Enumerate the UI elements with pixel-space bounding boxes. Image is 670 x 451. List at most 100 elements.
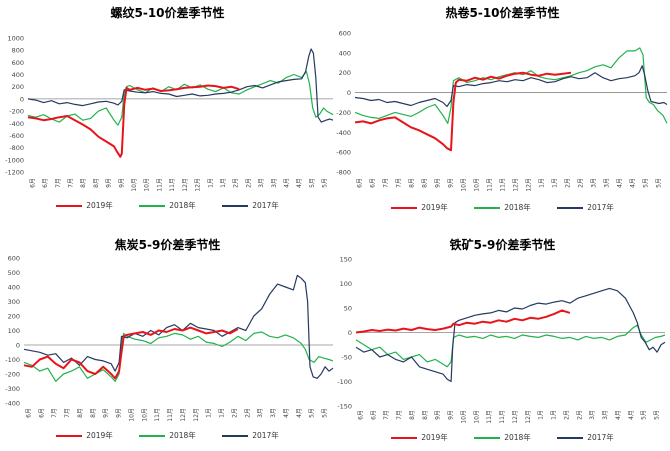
x-tick-label: 11月 — [499, 410, 506, 424]
legend-item-2018: 2018年 — [474, 202, 531, 213]
chart-coke: 600 500 400 300 200 100 0 -100 -200 -300 -400 6月 6月 7… — [5, 255, 334, 422]
y-tick-label: 0 — [348, 329, 352, 337]
y-tick-label: 1000 — [7, 35, 24, 43]
x-tick-label: 12月 — [513, 178, 520, 192]
chart-panel-rebar: 螺纹5-10价差季节性 1000 800 600 400 200 0 -200 -400 -60… — [0, 0, 335, 225]
x-tick-label: 9月 — [106, 178, 113, 188]
y-tick-label: 400 — [12, 71, 24, 79]
x-tick-label: 8月 — [90, 408, 97, 418]
x-tick-label: 4月 — [617, 178, 624, 188]
x-tick-label: 6月 — [370, 178, 377, 188]
y-tick-label: -100 — [337, 378, 352, 386]
x-tick-label: 10月 — [461, 178, 468, 192]
chart-title: 铁矿5-9价差季节性 — [449, 238, 556, 252]
x-tick-label: 12月 — [526, 178, 533, 192]
y-tick-label: -150 — [337, 403, 352, 411]
x-tick-label: 7月 — [55, 178, 62, 188]
series-line-2018年 — [23, 331, 334, 382]
legend-item-2019: 2019年 — [391, 202, 448, 213]
x-tick-label: 9月 — [103, 408, 110, 418]
x-tick-label: 3月 — [258, 178, 265, 188]
legend-item-2018: 2018年 — [474, 432, 531, 443]
x-tick-label: 7月 — [51, 408, 58, 418]
x-tick-label: 7月 — [383, 178, 390, 188]
y-tick-label: 0 — [16, 342, 20, 350]
x-tick-label: 12月 — [512, 410, 519, 424]
x-tick-label: 3月 — [591, 178, 598, 188]
x-tick-label: 11月 — [154, 408, 161, 422]
x-tick-label: 10月 — [141, 408, 148, 422]
x-tick-label: 12月 — [180, 408, 187, 422]
chart-title: 焦炭5-9价差季节性 — [114, 238, 221, 252]
x-tick-label: 1月 — [219, 408, 226, 418]
x-tick-label: 5月 — [656, 178, 663, 188]
x-tick-label: 6月 — [25, 408, 32, 418]
chart-title: 热卷5-10价差季节性 — [445, 6, 560, 20]
series-line-2017年 — [355, 287, 666, 383]
x-tick-label: 7月 — [383, 410, 390, 420]
x-tick-label: 3月 — [270, 408, 277, 418]
legend-label: 2017年 — [587, 203, 614, 212]
x-tick-label: 12月 — [182, 178, 189, 192]
x-tick-label: 9月 — [116, 408, 123, 418]
x-tick-label: 10月 — [474, 178, 481, 192]
y-tick-label: -400 — [9, 120, 24, 128]
y-tick-label: -1200 — [5, 169, 24, 177]
x-tick-label: 5月 — [643, 178, 650, 188]
y-tick-label: -400 — [5, 400, 20, 408]
y-tick-label: 800 — [12, 47, 24, 55]
y-tick-label: 200 — [12, 83, 24, 91]
chart-iron-ore: 150 100 50 0 -50 -100 -150 6月 6月 7月 7月 8月 8月 9月 9月 10月 1… — [337, 256, 666, 424]
x-tick-label: 7月 — [396, 410, 403, 420]
x-tick-label: 8月 — [77, 408, 84, 418]
x-tick-label: 5月 — [641, 410, 648, 420]
y-tick-label: -200 — [336, 109, 351, 117]
legend-item-2017: 2017年 — [222, 200, 279, 211]
x-tick-label: 11月 — [167, 408, 174, 422]
x-tick-label: 8月 — [422, 410, 429, 420]
chart-rebar: 1000 800 600 400 200 0 -200 -400 -600 -800 -1000 -1… — [5, 35, 334, 192]
x-tick-label: 11月 — [156, 178, 163, 192]
y-tick-label: 600 — [8, 255, 20, 263]
y-tick-label: 400 — [339, 49, 351, 57]
series-line-2017年 — [27, 48, 334, 123]
chart-legend: 2019年 2018年 2017年 — [0, 430, 335, 441]
x-tick-label: 12月 — [195, 178, 202, 192]
legend-label: 2019年 — [86, 201, 113, 210]
y-tick-label: 200 — [8, 313, 20, 321]
x-tick-label: 6月 — [357, 178, 364, 188]
x-tick-label: 5月 — [322, 408, 329, 418]
y-tick-label: 600 — [12, 59, 24, 67]
x-tick-label: 11月 — [169, 178, 176, 192]
y-tick-label: -200 — [9, 108, 24, 116]
x-tick-label: 1月 — [207, 178, 214, 188]
y-tick-label: -800 — [9, 144, 24, 152]
legend-item-2017: 2017年 — [557, 202, 614, 213]
legend-label: 2019年 — [421, 203, 448, 212]
x-tick-label: 1月 — [539, 178, 546, 188]
legend-item-2019: 2019年 — [391, 432, 448, 443]
legend-label: 2018年 — [169, 431, 196, 440]
legend-label: 2018年 — [504, 203, 531, 212]
y-tick-label: 300 — [8, 298, 20, 306]
chart-hrc: 600 400 200 0 -200 -400 -600 -800 6月 6月 7月 7月 8月 8月 9月… — [336, 30, 668, 192]
x-tick-label: 10月 — [144, 178, 151, 192]
y-tick-label: -50 — [341, 354, 352, 362]
legend-label: 2019年 — [421, 433, 448, 442]
series-line-2018年 — [27, 70, 334, 126]
x-tick-label: 9月 — [448, 410, 455, 420]
chart-title: 螺纹5-10价差季节性 — [110, 6, 225, 20]
x-tick-label: 2月 — [245, 178, 252, 188]
legend-label: 2018年 — [504, 433, 531, 442]
x-tick-label: 10月 — [131, 178, 138, 192]
series-line-2017年 — [23, 274, 334, 379]
legend-item-2017: 2017年 — [222, 430, 279, 441]
x-tick-label: 3月 — [604, 178, 611, 188]
x-tick-label: 8月 — [422, 178, 429, 188]
legend-item-2019: 2019年 — [56, 430, 113, 441]
series-line-2019年 — [354, 71, 572, 152]
x-tick-label: 3月 — [257, 408, 264, 418]
x-tick-label: 4月 — [615, 410, 622, 420]
x-tick-label: 6月 — [42, 178, 49, 188]
x-tick-label: 2月 — [233, 178, 240, 188]
